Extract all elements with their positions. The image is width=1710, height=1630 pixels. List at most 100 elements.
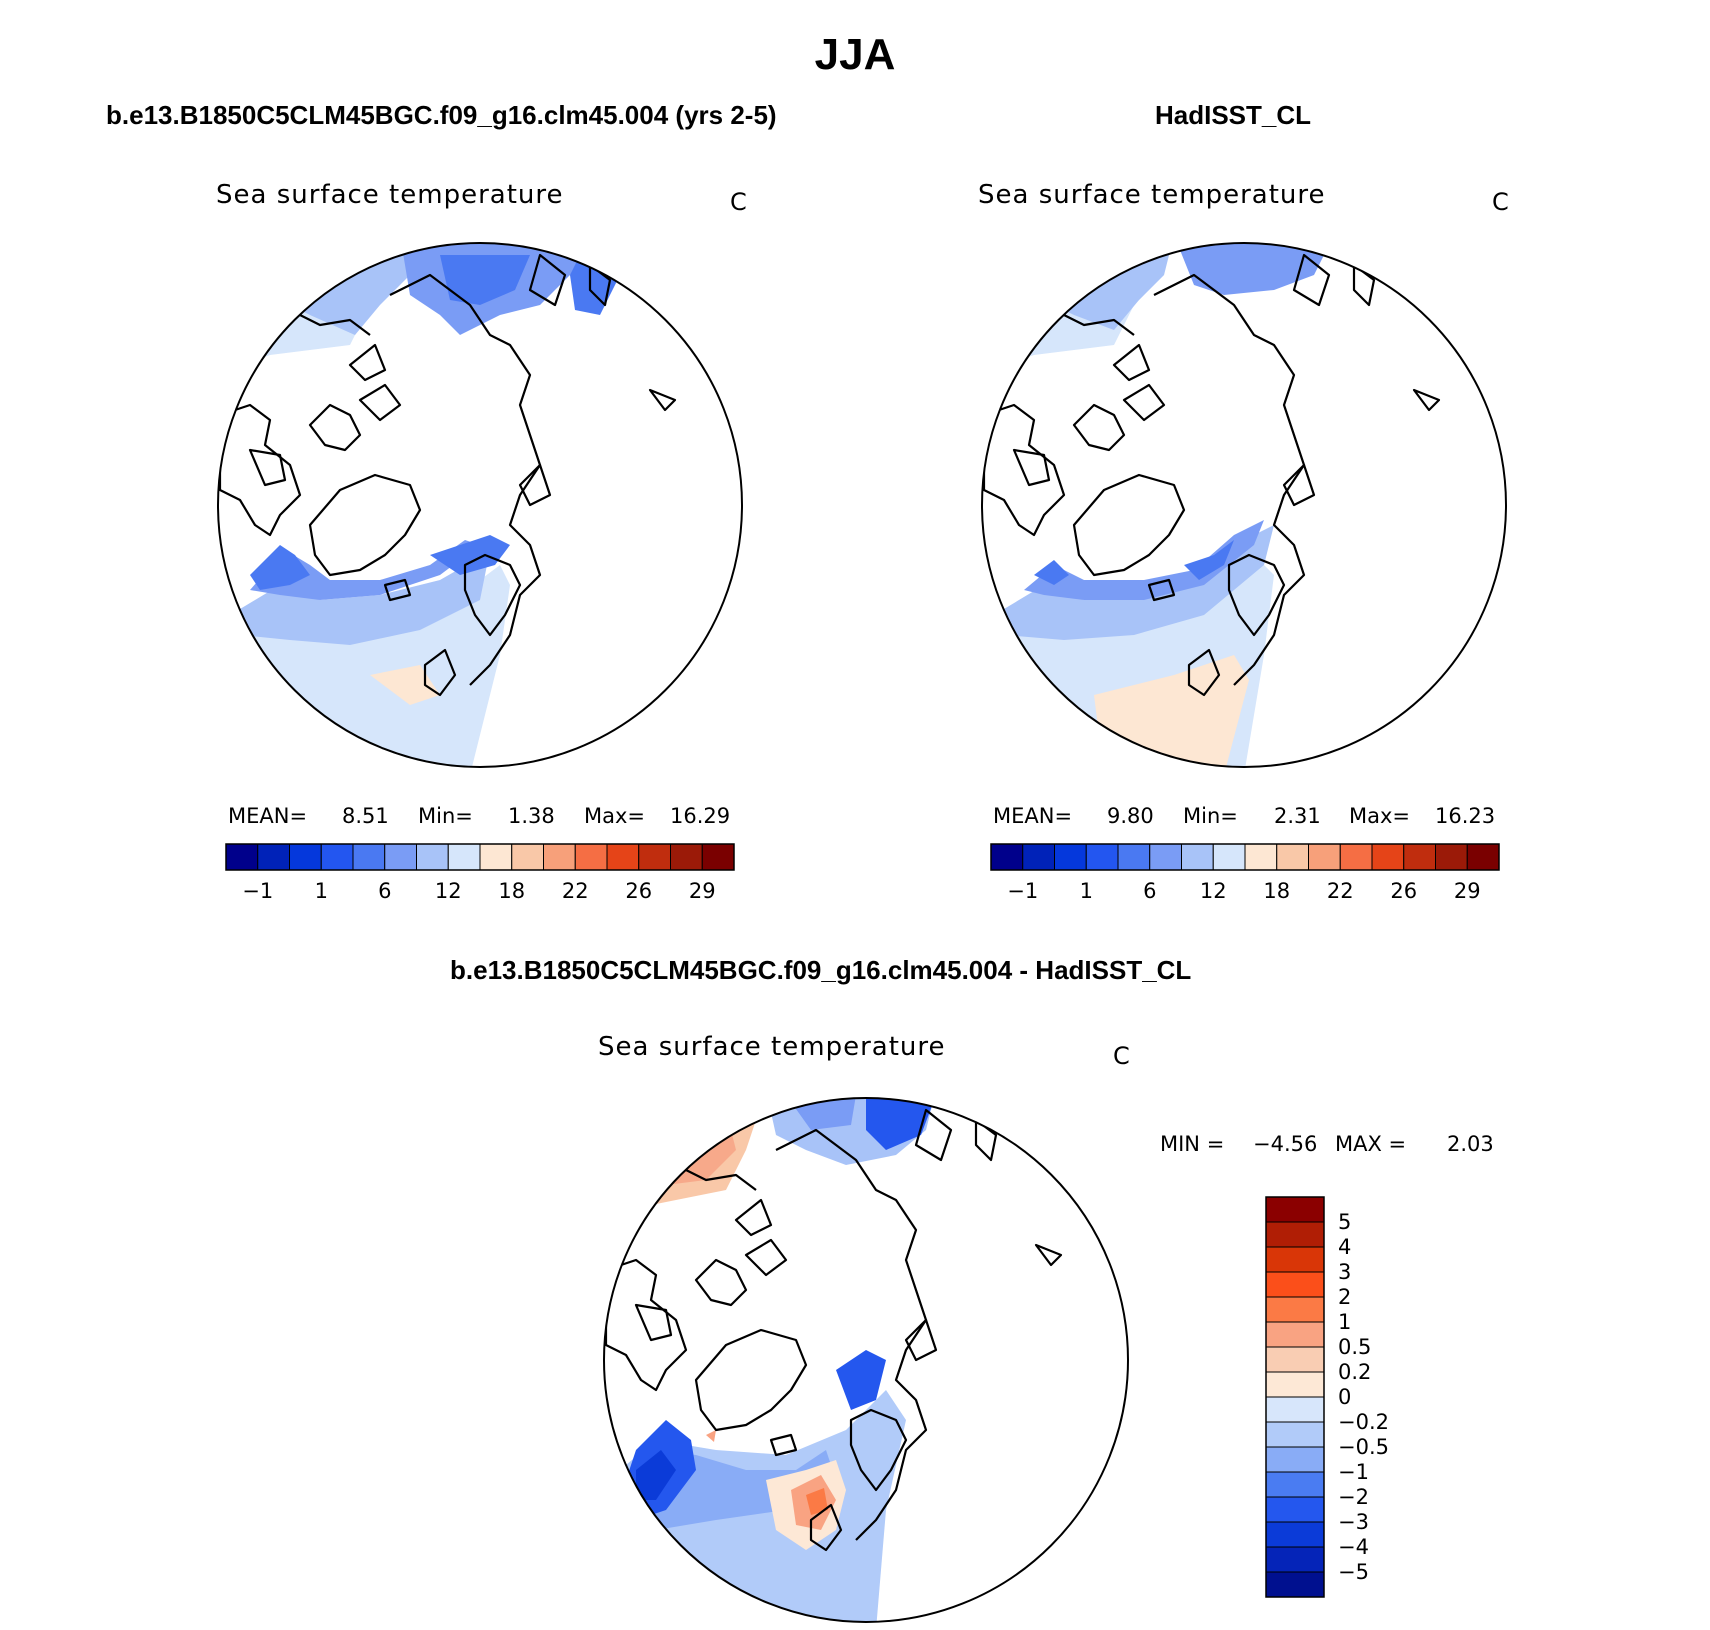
- colorbar-swatch: [1022, 843, 1055, 871]
- polar-map-diff: [603, 1097, 1129, 1623]
- mean-value-model: 8.51: [342, 804, 389, 828]
- sst-field-warm: [370, 665, 440, 705]
- colorbar-swatch: [1308, 843, 1341, 871]
- colorbar-swatch: [225, 843, 259, 871]
- colorbar-swatch: [1466, 843, 1500, 871]
- colorbar-tick-label: 4: [1338, 1235, 1351, 1259]
- colorbar-tick-label: 0.5: [1338, 1335, 1371, 1359]
- colorbar-tick-label: 0: [1338, 1385, 1351, 1409]
- colorbar-swatch: [1244, 843, 1278, 871]
- colorbar-swatch: [447, 843, 481, 871]
- coastline-british-isles: [1187, 648, 1221, 697]
- colorbar-swatch: [1265, 1346, 1325, 1373]
- coastline-japan: [588, 263, 612, 307]
- colorbar-tick-label: 12: [1200, 879, 1227, 903]
- max-label-obs: Max=: [1349, 804, 1411, 828]
- colorbar-swatch: [384, 843, 417, 871]
- colorbar-tick-label: 18: [1263, 879, 1290, 903]
- min-label-diff: MIN =: [1160, 1132, 1225, 1156]
- colorbar-tick-label: 12: [435, 879, 462, 903]
- coastline-iceland: [769, 1433, 798, 1457]
- colorbar-swatch: [1212, 843, 1246, 871]
- coastline-greenland: [1072, 473, 1186, 577]
- polar-map-model: [217, 242, 743, 768]
- figure-title: JJA: [814, 30, 896, 79]
- colorbar-tick-label: −0.2: [1338, 1410, 1389, 1434]
- colorbar-swatch: [1085, 843, 1119, 871]
- max-label-diff: MAX =: [1335, 1132, 1407, 1156]
- panel-title-diff: b.e13.B1850C5CLM45BGC.f09_g16.clm45.004 …: [450, 955, 1192, 985]
- colorbar-swatch: [479, 843, 513, 871]
- colorbar-swatch: [1149, 843, 1182, 871]
- colorbar-swatch: [606, 843, 640, 871]
- panel-title-obs: HadISST_CL: [1155, 100, 1312, 130]
- coastline-iceland: [1147, 578, 1176, 602]
- max-value-diff: 2.03: [1447, 1132, 1494, 1156]
- mean-value-obs: 9.80: [1107, 804, 1154, 828]
- sst-field-nordic: [1184, 540, 1234, 580]
- colorbar-swatch: [1265, 1371, 1325, 1398]
- min-label-model: Min=: [418, 804, 473, 828]
- coastline-british-isles: [809, 1503, 843, 1552]
- panel-title-model: b.e13.B1850C5CLM45BGC.f09_g16.clm45.004 …: [106, 100, 777, 130]
- colorbar-swatch: [1403, 843, 1436, 871]
- sst-field-atlantic: [994, 525, 1274, 640]
- colorbar-tick-label: 1: [315, 879, 328, 903]
- colorbar-swatch: [1265, 1196, 1325, 1223]
- colorbar-swatch: [320, 843, 354, 871]
- variable-label-diff: Sea surface temperature: [598, 1032, 946, 1062]
- coastline-canadian-archipelago: [308, 343, 402, 452]
- variable-label-model: Sea surface temperature: [216, 180, 564, 210]
- sst-field-okhotsk: [440, 255, 530, 305]
- coastline-north-america: [218, 403, 302, 537]
- colorbar-tick-label: 2: [1338, 1285, 1351, 1309]
- colorbar-swatch: [289, 843, 322, 871]
- mean-label-obs: MEAN=: [993, 804, 1073, 828]
- sst-field-labrador: [250, 545, 310, 590]
- colorbar-tick-label: 6: [378, 879, 391, 903]
- coastline-scandinavia: [463, 553, 522, 637]
- map-boundary-circle: [981, 242, 1507, 768]
- colorbar-swatch: [638, 843, 671, 871]
- colorbar-swatch: [574, 843, 608, 871]
- sst-field-nordic: [430, 535, 510, 575]
- colorbar-swatch: [1265, 1446, 1325, 1473]
- colorbar-swatch: [1265, 1471, 1325, 1498]
- colorbar-tick-label: 5: [1338, 1210, 1351, 1234]
- colorbar-tick-label: 6: [1143, 879, 1156, 903]
- min-value-model: 1.38: [508, 804, 555, 828]
- colorbar-tick-label: 29: [1454, 879, 1481, 903]
- coastline-scandinavia: [849, 1408, 908, 1492]
- colorbar-swatch: [670, 843, 703, 871]
- variable-label-obs: Sea surface temperature: [978, 180, 1326, 210]
- sst-field-okhotsk: [1174, 243, 1334, 295]
- colorbar-swatch: [1054, 843, 1087, 871]
- coastline-baja: [1034, 1243, 1063, 1267]
- colorbar-tick-label: −2: [1338, 1485, 1369, 1509]
- colorbar-tick-label: 18: [498, 879, 525, 903]
- units-label-obs: C: [1492, 188, 1509, 216]
- colorbar-swatch: [1265, 1571, 1325, 1598]
- colorbar-swatch: [1435, 843, 1468, 871]
- coastline-japan: [1352, 263, 1376, 307]
- diff-field-nordic: [836, 1350, 886, 1410]
- coastline-hudson-bay: [634, 1303, 673, 1342]
- colorbar-swatch: [1265, 1246, 1325, 1273]
- coastline-kamchatka: [914, 1108, 953, 1162]
- coastline-japan: [974, 1118, 998, 1162]
- colorbar-tick-label: 0.2: [1338, 1360, 1371, 1384]
- colorbar-tick-label: 22: [1327, 879, 1354, 903]
- coastline-baja: [1412, 388, 1441, 412]
- colorbar-tick-label: 29: [689, 879, 716, 903]
- diff-field-japansea: [866, 1098, 936, 1150]
- colorbar-swatch: [1265, 1546, 1325, 1573]
- max-value-obs: 16.23: [1435, 804, 1496, 828]
- coastline-kamchatka: [528, 253, 567, 307]
- polar-map-obs: [981, 242, 1507, 768]
- colorbar-swatch: [1265, 1321, 1325, 1348]
- min-value-obs: 2.31: [1274, 804, 1321, 828]
- diff-field-warm: [706, 1430, 716, 1442]
- coastline-hudson-bay: [1012, 448, 1051, 487]
- colorbar-tick-label: −1: [1338, 1460, 1369, 1484]
- coastline-greenland: [308, 473, 422, 577]
